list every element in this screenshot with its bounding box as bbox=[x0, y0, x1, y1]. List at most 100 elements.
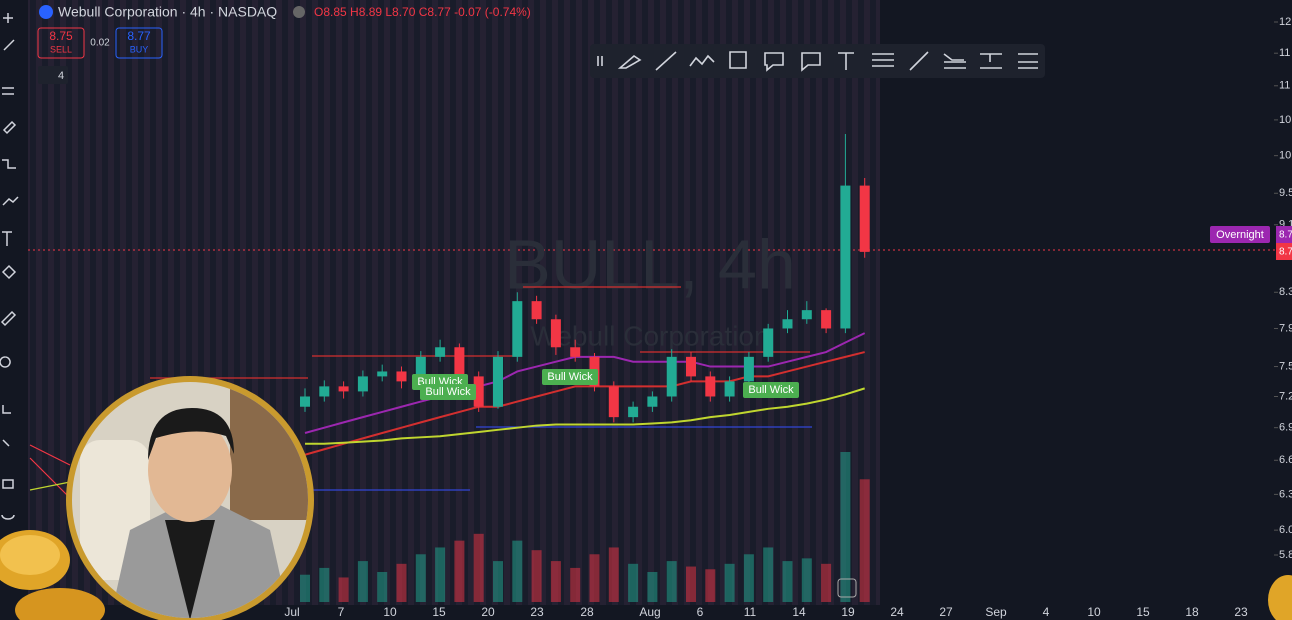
candle-body bbox=[608, 386, 619, 418]
candle-body bbox=[801, 310, 812, 320]
watermark-subtitle: Webull Corporation bbox=[530, 320, 769, 351]
coins bbox=[0, 530, 1292, 620]
buy-button[interactable] bbox=[115, 27, 163, 59]
candle-body bbox=[473, 376, 484, 407]
x-tick-label: 10 bbox=[1087, 605, 1101, 619]
candle-body bbox=[435, 347, 446, 357]
sell-price: 8.75 bbox=[49, 29, 73, 43]
candle-body bbox=[743, 356, 754, 382]
volume-bar bbox=[415, 554, 426, 602]
y-tick-label: 7.2 bbox=[1279, 390, 1292, 402]
candle-body bbox=[570, 347, 581, 357]
overnight-label: Overnight bbox=[1216, 229, 1264, 241]
volume-bar bbox=[801, 558, 812, 602]
moving-average bbox=[304, 332, 866, 434]
volume-bar bbox=[512, 540, 523, 602]
header: Webull Corporation · 4h · NASDAQ O8.85 H… bbox=[37, 4, 531, 84]
x-tick-label: 20 bbox=[481, 605, 495, 619]
x-tick-label: Sep bbox=[985, 605, 1007, 619]
volume-bar bbox=[743, 554, 754, 602]
volume-bar bbox=[628, 563, 639, 602]
volume-bar bbox=[589, 554, 600, 602]
volume-bar bbox=[550, 561, 561, 602]
candle-body bbox=[493, 356, 503, 407]
overnight-price: 8.7 bbox=[1279, 230, 1292, 241]
volume-bar bbox=[300, 574, 310, 602]
y-tick-label: 6.6 bbox=[1279, 454, 1292, 466]
candle-body bbox=[338, 386, 349, 392]
webcam bbox=[66, 376, 314, 620]
x-tick-label: 23 bbox=[530, 605, 544, 619]
y-tick-label: 11 bbox=[1279, 80, 1290, 92]
sell-label: SELL bbox=[50, 44, 72, 54]
last-price: 8.7 bbox=[1279, 247, 1292, 258]
left-toolbar bbox=[0, 0, 27, 620]
annotation-box bbox=[743, 382, 799, 398]
x-tick-label: 14 bbox=[792, 605, 806, 619]
volume-bar bbox=[608, 547, 619, 602]
symbol-title: Webull Corporation · 4h · NASDAQ bbox=[58, 4, 277, 20]
candle-body bbox=[357, 376, 368, 392]
volume-bar bbox=[454, 540, 465, 602]
y-tick-label: 10 bbox=[1279, 114, 1291, 126]
volume-bar bbox=[338, 577, 349, 602]
volume-bar bbox=[473, 533, 484, 602]
candle-body bbox=[840, 185, 851, 329]
earnings-marker[interactable] bbox=[837, 578, 857, 598]
candle-body bbox=[300, 396, 310, 407]
drawing-toolbar bbox=[590, 44, 1045, 78]
spread: 0.02 bbox=[90, 38, 110, 49]
x-tick-label: 7 bbox=[338, 605, 345, 619]
x-tick-label: 24 bbox=[890, 605, 904, 619]
indicator-count[interactable]: 4 bbox=[58, 70, 64, 82]
candle-body bbox=[415, 356, 426, 382]
annotation: Bull Wick bbox=[425, 386, 471, 398]
x-tick-label: 23 bbox=[1234, 605, 1248, 619]
volume-bar bbox=[666, 561, 677, 602]
x-tick-label: Jul bbox=[284, 605, 299, 619]
y-tick-label: 9.5 bbox=[1279, 187, 1292, 199]
y-tick-label: 11 bbox=[1279, 47, 1290, 59]
candle-body bbox=[705, 376, 716, 397]
candle-body bbox=[550, 319, 561, 348]
y-tick-label: 6.9 bbox=[1279, 422, 1292, 434]
annotation-box bbox=[542, 369, 598, 385]
sell-button[interactable] bbox=[37, 27, 85, 59]
volume-bar bbox=[763, 547, 774, 602]
x-tick-label: 15 bbox=[432, 605, 446, 619]
buy-price: 8.77 bbox=[127, 29, 151, 43]
candle-body bbox=[724, 381, 735, 397]
candle-body bbox=[782, 319, 793, 329]
candle-body bbox=[628, 406, 639, 418]
x-tick-label: Aug bbox=[639, 605, 660, 619]
x-tick-label: 10 bbox=[383, 605, 397, 619]
candle-body bbox=[319, 386, 330, 397]
x-tick-label: 6 bbox=[697, 605, 704, 619]
volume-bar bbox=[782, 561, 793, 602]
volume-bar bbox=[357, 561, 368, 602]
x-tick-label: 4 bbox=[1043, 605, 1050, 619]
candle-body bbox=[454, 347, 465, 377]
candle-body bbox=[531, 301, 542, 320]
watermark-title: BULL, 4h bbox=[504, 225, 796, 303]
volume-bar bbox=[377, 572, 388, 602]
annotation: Bull Wick bbox=[547, 371, 593, 383]
volume-bar bbox=[647, 572, 658, 602]
y-tick-label: 7.5 bbox=[1279, 360, 1292, 372]
volume-bar bbox=[724, 563, 735, 602]
candle-body bbox=[377, 371, 388, 377]
volume-bar bbox=[396, 563, 407, 602]
moving-average bbox=[304, 351, 865, 456]
moving-average bbox=[305, 387, 865, 445]
y-tick-label: 8.3 bbox=[1279, 286, 1292, 298]
volume-bar bbox=[570, 567, 581, 602]
x-tick-label: 19 bbox=[841, 605, 855, 619]
candle-body bbox=[396, 371, 407, 382]
volume-bar bbox=[840, 452, 851, 602]
y-tick-label: 5.8 bbox=[1279, 549, 1292, 561]
x-tick-label: 28 bbox=[580, 605, 594, 619]
candle-body bbox=[763, 328, 774, 357]
volume-bar bbox=[319, 567, 330, 602]
candle-body bbox=[859, 185, 870, 252]
